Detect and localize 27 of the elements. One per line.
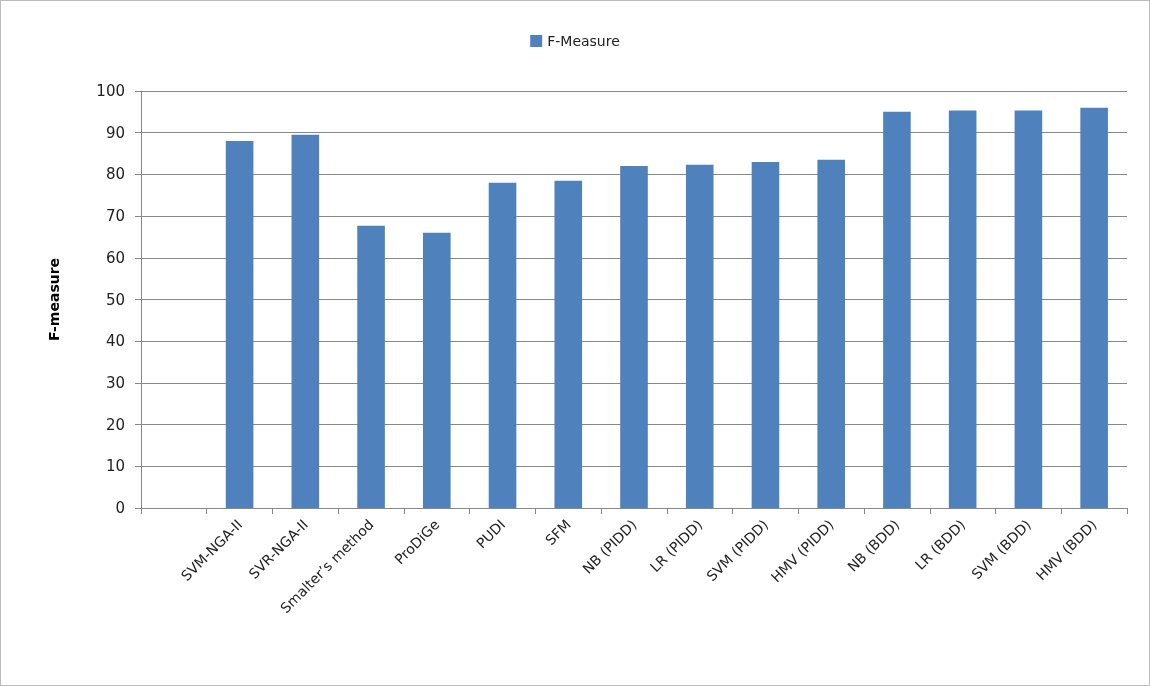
y-tick-label: 0 [115,499,125,517]
y-tick-label: 10 [105,457,125,476]
bar [948,110,977,508]
bar [883,111,911,508]
y-tick-label: 40 [105,332,125,351]
bar [554,180,583,508]
bar [751,161,780,508]
bar [488,182,517,508]
y-tick-label: 80 [105,165,125,184]
y-tick-label: 50 [105,290,125,309]
bar [291,134,320,508]
y-tick-label: 70 [105,207,125,226]
legend-label: F-Measure [547,33,620,49]
bar [817,159,845,508]
y-tick-label: 20 [105,415,125,434]
y-tick-label: 100 [96,82,125,100]
y-tick-label: 30 [105,373,125,392]
y-axis-title: F-measure [46,257,62,342]
bar [1014,110,1043,508]
y-tick-label: 60 [105,248,125,267]
bar [620,166,648,508]
bar [685,164,714,508]
bar [357,225,385,508]
bar [1080,107,1108,508]
bar [423,232,451,508]
bar [225,141,254,508]
y-tick-label: 90 [105,123,125,142]
